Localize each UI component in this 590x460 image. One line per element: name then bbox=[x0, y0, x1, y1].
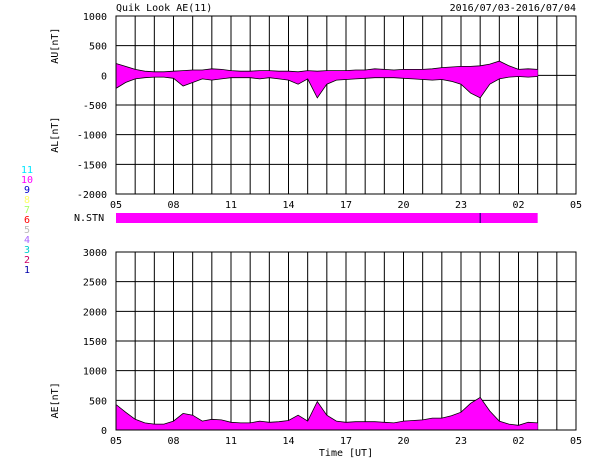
y-tick-label: -1000 bbox=[77, 131, 107, 142]
y-tick-label: 500 bbox=[89, 42, 107, 53]
x-tick-label: 11 bbox=[225, 436, 237, 447]
y-tick-label: -2000 bbox=[77, 190, 107, 201]
x-tick-label: 08 bbox=[167, 436, 179, 447]
x-tick-label: 20 bbox=[397, 200, 409, 211]
y-tick-label: 2000 bbox=[83, 307, 107, 318]
au-al-panel: 1000 500 0 -500 -1000 -1500 -2000 05 08 11 14 17 20… bbox=[50, 12, 582, 211]
au-al-outline bbox=[115, 60, 538, 99]
x-tick-label: 11 bbox=[225, 200, 237, 211]
legend-item: 10 bbox=[21, 175, 33, 186]
au-al-area bbox=[116, 61, 538, 98]
legend-item: 5 bbox=[24, 225, 30, 236]
x-tick-label: 02 bbox=[512, 436, 524, 447]
nstn-label: N.STN bbox=[74, 213, 104, 224]
y-tick-label: -1500 bbox=[77, 160, 107, 171]
ae-axis-label: AE[nT] bbox=[50, 382, 61, 418]
legend-item: 1 bbox=[24, 265, 30, 276]
ae-grid bbox=[115, 251, 577, 431]
legend-item: 11 bbox=[21, 165, 33, 176]
x-tick-label: 20 bbox=[397, 436, 409, 447]
ae-yticks: 3000 2500 2000 1500 1000 500 0 bbox=[83, 248, 107, 437]
ae-xticks: 05 08 11 14 17 20 23 02 05 bbox=[110, 436, 582, 447]
x-tick-label: 14 bbox=[282, 200, 294, 211]
date-range: 2016/07/03-2016/07/04 bbox=[450, 3, 576, 14]
x-tick-label: 05 bbox=[110, 200, 122, 211]
legend-item: 4 bbox=[24, 235, 30, 246]
x-tick-label: 14 bbox=[282, 436, 294, 447]
y-tick-label: 1500 bbox=[83, 337, 107, 348]
y-tick-label: 500 bbox=[89, 396, 107, 407]
y-tick-label: 0 bbox=[101, 71, 107, 82]
ae-frame bbox=[115, 251, 577, 431]
nstn-panel: N.STN bbox=[74, 213, 538, 224]
x-tick-label: 17 bbox=[340, 200, 352, 211]
legend-item: 8 bbox=[24, 195, 30, 206]
au-al-yticks: 1000 500 0 -500 -1000 -1500 -2000 bbox=[77, 12, 107, 201]
y-tick-label: 1000 bbox=[83, 12, 107, 23]
au-al-frame bbox=[115, 15, 577, 195]
legend-item: 2 bbox=[24, 255, 30, 266]
y-tick-label: 3000 bbox=[83, 248, 107, 259]
legend-item: 9 bbox=[24, 185, 30, 196]
legend-item: 3 bbox=[24, 245, 30, 256]
nstn-bar bbox=[116, 213, 538, 223]
x-tick-label: 08 bbox=[167, 200, 179, 211]
au-al-grid bbox=[115, 15, 577, 195]
x-tick-label: 17 bbox=[340, 436, 352, 447]
legend-item: 6 bbox=[24, 215, 30, 226]
x-tick-label: 05 bbox=[110, 436, 122, 447]
y-tick-label: 1000 bbox=[83, 367, 107, 378]
au-al-xticks: 05 08 11 14 17 20 23 02 05 bbox=[110, 200, 582, 211]
x-tick-label: 05 bbox=[570, 200, 582, 211]
legend-item: 7 bbox=[24, 205, 30, 216]
y-tick-label: 0 bbox=[101, 426, 107, 437]
y-tick-label: -500 bbox=[83, 101, 107, 112]
x-tick-label: 05 bbox=[570, 436, 582, 447]
au-axis-label: AU[nT] bbox=[50, 28, 61, 64]
al-axis-label: AL[nT] bbox=[50, 117, 61, 153]
ae-outline bbox=[115, 396, 538, 426]
y-tick-label: 2500 bbox=[83, 278, 107, 289]
x-tick-label: 02 bbox=[512, 200, 524, 211]
x-axis-title: Time [UT] bbox=[319, 448, 373, 459]
ae-area bbox=[116, 397, 538, 430]
x-tick-label: 23 bbox=[455, 436, 467, 447]
chart-title: Quik Look AE(11) bbox=[116, 3, 212, 14]
x-tick-label: 23 bbox=[455, 200, 467, 211]
